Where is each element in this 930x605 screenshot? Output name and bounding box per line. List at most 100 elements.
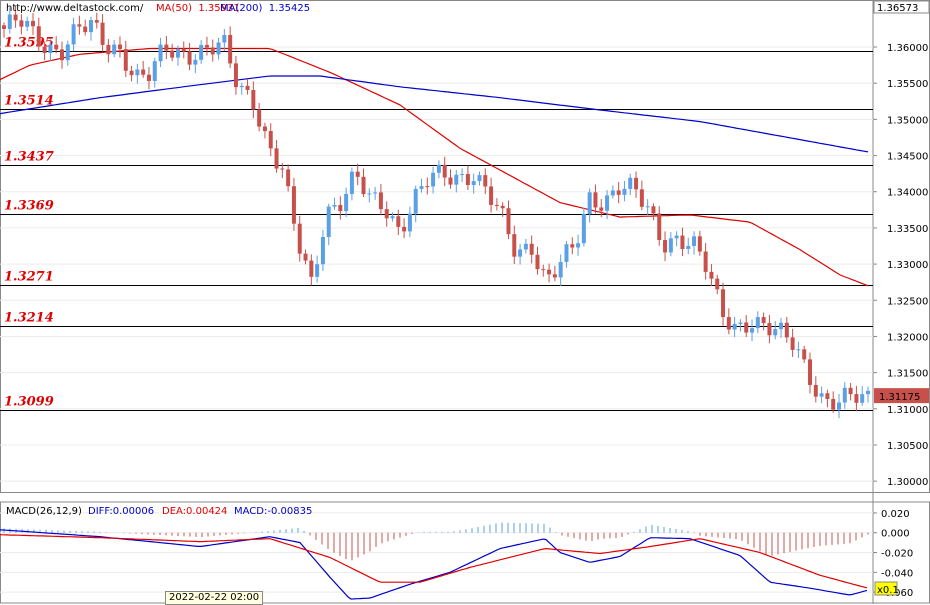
candle (204, 36, 209, 56)
candle (309, 254, 314, 286)
candle-body (819, 393, 824, 397)
candle (744, 315, 749, 338)
candle (65, 40, 70, 66)
candle-body (668, 238, 673, 253)
candle (436, 160, 441, 179)
candle-body (790, 337, 795, 350)
candle (518, 243, 523, 265)
candle-body (419, 186, 424, 189)
candle (448, 169, 453, 189)
candle (460, 168, 465, 183)
candle-body (355, 171, 360, 177)
candle-body (344, 193, 349, 212)
candle-body (146, 74, 151, 81)
candle-body (83, 26, 88, 33)
candle-body (291, 186, 296, 224)
candle-body (581, 214, 586, 244)
candle (419, 178, 424, 193)
candle-body (123, 49, 128, 71)
macd-tick-label: 0.000 (881, 529, 910, 540)
candle-body (13, 14, 18, 21)
candle-body (425, 186, 430, 188)
candle (42, 41, 47, 61)
candle-body (506, 208, 511, 235)
candle (77, 15, 82, 35)
candle (431, 166, 436, 194)
candle (239, 82, 244, 95)
candle-body (320, 236, 325, 265)
candle-body (193, 59, 198, 65)
candle (634, 171, 639, 198)
candle-body (842, 387, 847, 403)
candle-body (228, 34, 233, 64)
candle (726, 308, 731, 335)
candle (576, 234, 581, 256)
candle-body (610, 190, 615, 196)
candle-body (605, 195, 610, 211)
candle-body (552, 274, 557, 278)
candle-body (848, 387, 853, 395)
candle (790, 328, 795, 357)
price-tick-label: 1.32500 (887, 296, 928, 307)
candle-body (645, 206, 650, 208)
candle (721, 282, 726, 326)
candle-body (436, 164, 441, 173)
candle (361, 168, 366, 197)
candle-body (784, 322, 789, 338)
candle-body (465, 174, 470, 186)
candle (506, 200, 511, 240)
candle (117, 36, 122, 58)
level-label: 1.3099 (4, 395, 54, 410)
candle-body (779, 322, 784, 330)
candle-body (239, 85, 244, 88)
candle (570, 237, 575, 255)
candle-body (628, 177, 633, 189)
candle (355, 163, 360, 186)
candle (315, 255, 320, 283)
candle (715, 274, 720, 295)
candle (106, 38, 111, 63)
candle-body (152, 61, 157, 81)
candle (866, 386, 870, 403)
candle (697, 230, 702, 256)
candle (564, 241, 569, 268)
candle (187, 42, 192, 71)
candle (848, 382, 853, 401)
candle-body (309, 260, 314, 277)
candle-body (36, 26, 41, 47)
candle-body (402, 226, 407, 232)
candle-body (141, 69, 146, 75)
candle-body (454, 174, 459, 185)
candle (587, 188, 592, 223)
candle-body (796, 349, 801, 351)
candle (222, 29, 227, 52)
price-tick-label: 1.32000 (887, 332, 928, 343)
price-tick-label: 1.30500 (887, 441, 928, 452)
candle (245, 78, 250, 95)
macd-tick-label: 0.020 (881, 509, 910, 520)
candle (767, 314, 772, 344)
top-price-box (873, 0, 930, 14)
candle (605, 190, 610, 220)
candle (674, 231, 679, 247)
source-url[interactable]: http://www.deltastock.com/ (6, 3, 144, 14)
candle-body (361, 176, 366, 195)
macd-tick-label: -0.040 (881, 568, 913, 579)
candle-body (54, 44, 59, 50)
price-tick-label: 1.35500 (887, 79, 928, 90)
candle (529, 235, 534, 264)
candle (784, 316, 789, 343)
candle-body (860, 394, 865, 403)
candle (338, 196, 343, 220)
candle-body (744, 322, 749, 333)
candle (71, 17, 76, 52)
candle (158, 37, 163, 68)
candle (802, 345, 807, 364)
price-tick-label: 1.31500 (887, 369, 928, 380)
candle (732, 316, 737, 338)
candle-body (732, 323, 737, 330)
top-price-label: 1.36573 (877, 3, 918, 14)
candle (819, 386, 824, 404)
candle (547, 263, 552, 283)
candle (837, 393, 842, 419)
